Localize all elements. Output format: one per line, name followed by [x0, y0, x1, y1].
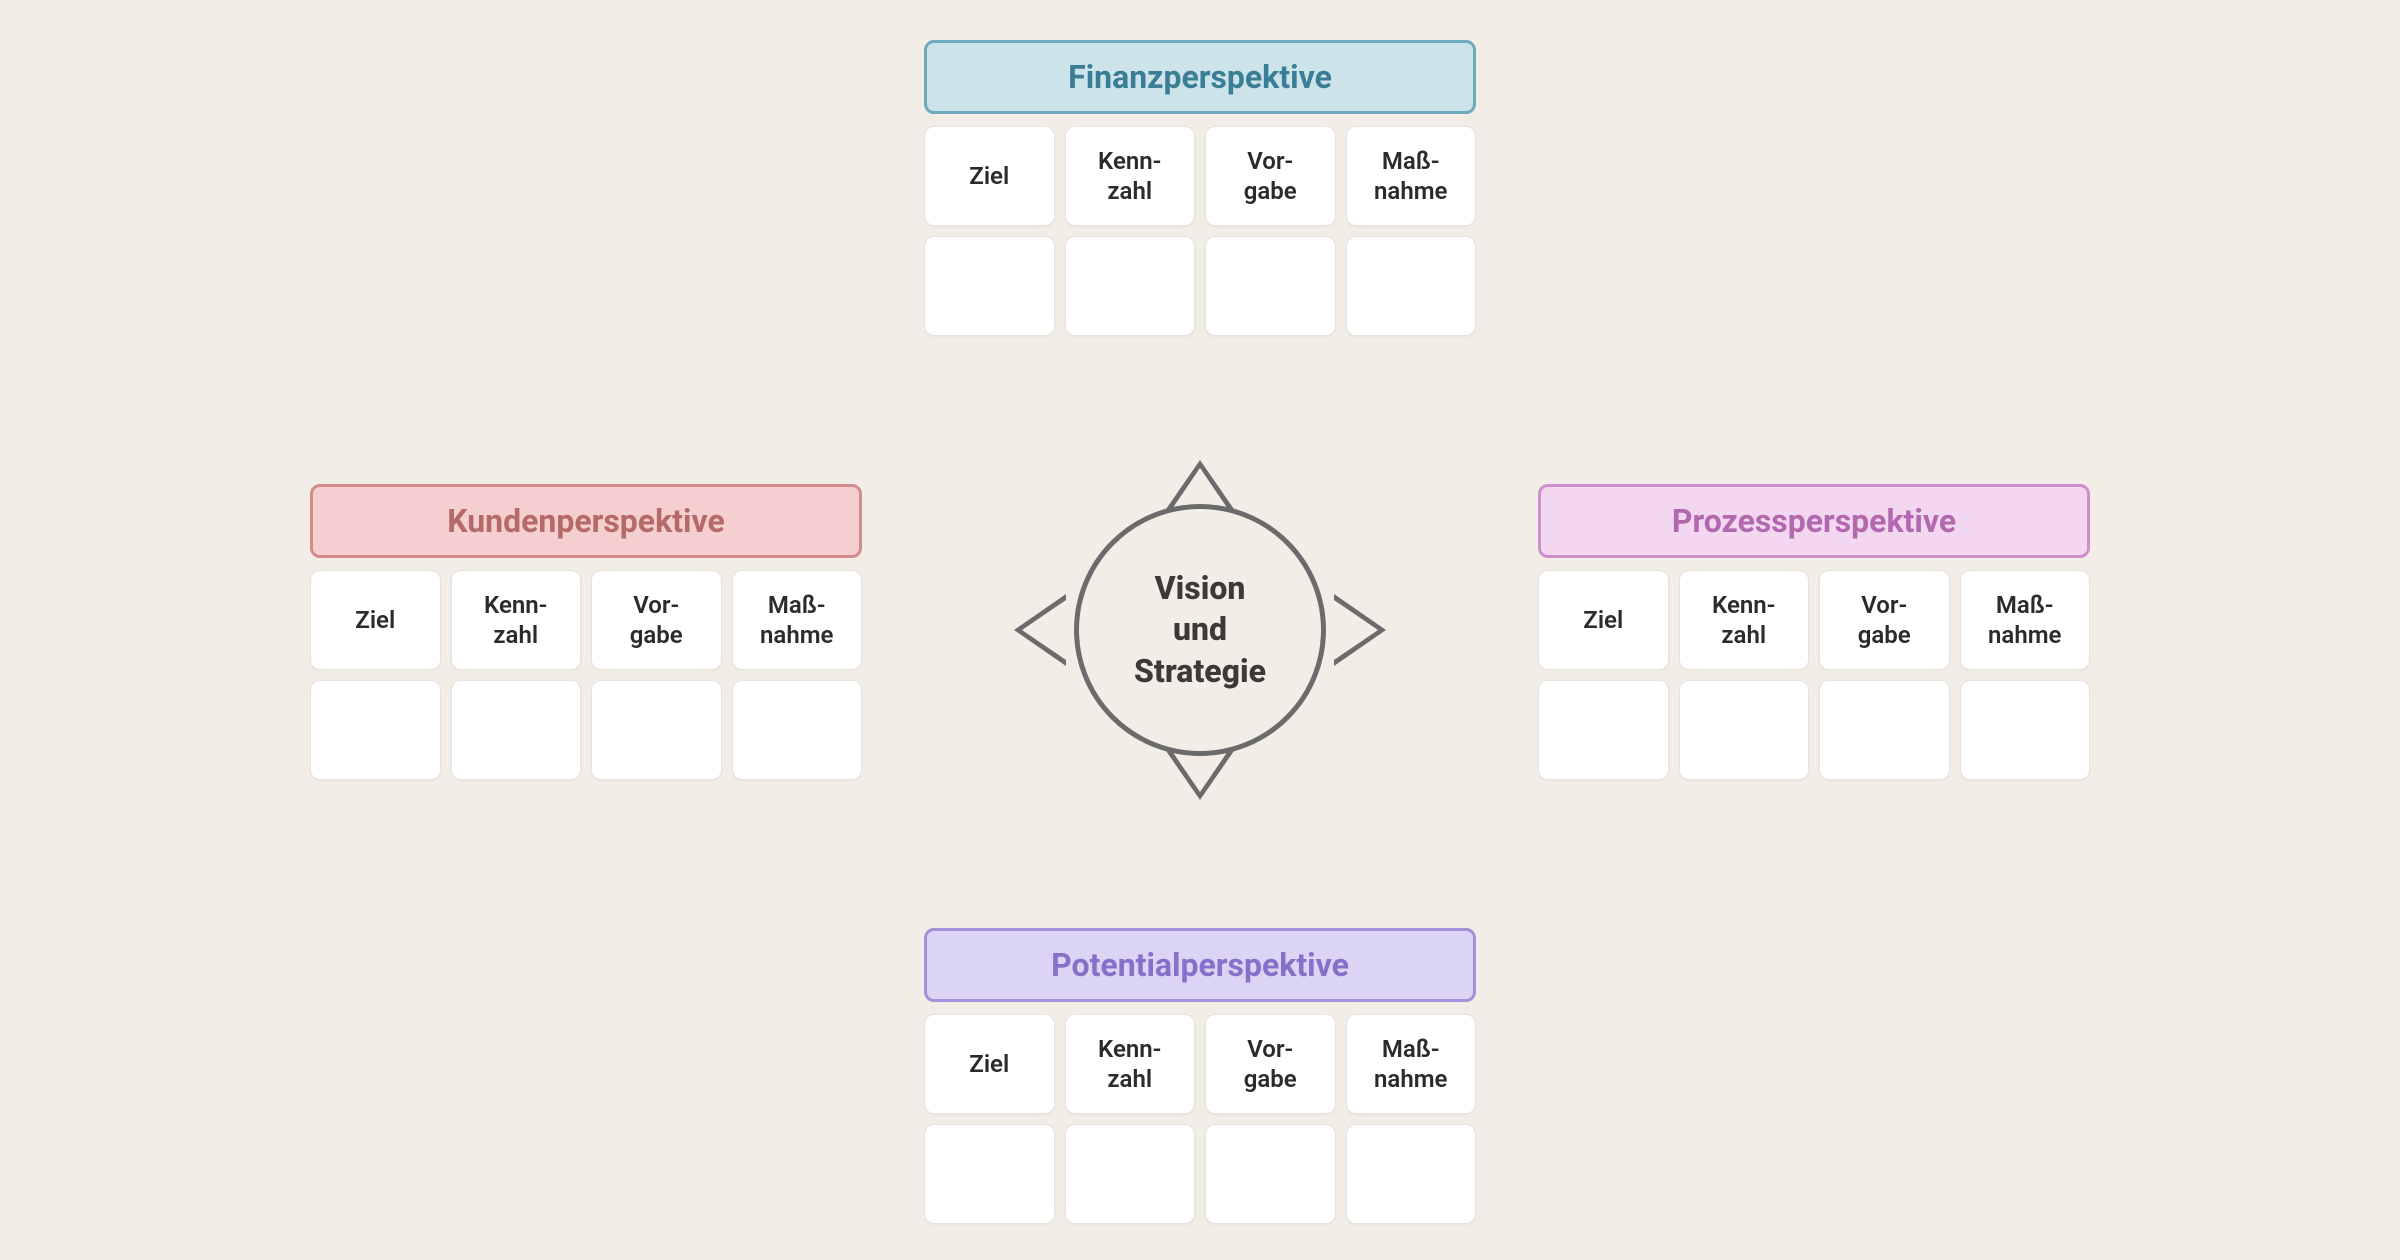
col-header-vorgabe: Vor-gabe: [591, 570, 722, 670]
col-header-vorgabe: Vor-gabe: [1205, 126, 1336, 226]
empty-cell: [591, 680, 722, 780]
empty-cell: [451, 680, 582, 780]
col-header-massnahme: Maß-nahme: [1346, 126, 1477, 226]
perspective-process-title-text: Prozessperspektive: [1672, 502, 1956, 540]
col-header-vorgabe: Vor-gabe: [1205, 1014, 1336, 1114]
perspective-finance: Finanzperspektive Ziel Kenn-zahl Vor-gab…: [924, 40, 1476, 336]
perspective-potential-title-text: Potentialperspektive: [1051, 946, 1349, 984]
center-circle: Vision und Strategie: [1074, 504, 1326, 756]
col-header-ziel: Ziel: [1538, 570, 1669, 670]
col-header-massnahme: Maß-nahme: [1960, 570, 2091, 670]
perspective-potential-grid: Ziel Kenn-zahl Vor-gabe Maß-nahme: [924, 1014, 1476, 1224]
col-header-ziel: Ziel: [924, 126, 1055, 226]
perspective-finance-title: Finanzperspektive: [924, 40, 1476, 114]
perspective-finance-title-text: Finanzperspektive: [1068, 58, 1332, 96]
perspective-finance-grid: Ziel Kenn-zahl Vor-gabe Maß-nahme: [924, 126, 1476, 336]
col-header-kennzahl: Kenn-zahl: [451, 570, 582, 670]
perspective-customer-title: Kundenperspektive: [310, 484, 862, 558]
col-header-massnahme: Maß-nahme: [1346, 1014, 1477, 1114]
empty-cell: [1205, 1124, 1336, 1224]
perspective-process: Prozessperspektive Ziel Kenn-zahl Vor-ga…: [1538, 484, 2090, 780]
arrow-left-icon: [1014, 594, 1066, 666]
empty-cell: [1819, 680, 1950, 780]
empty-cell: [1679, 680, 1810, 780]
col-header-kennzahl: Kenn-zahl: [1065, 1014, 1196, 1114]
perspective-potential-title: Potentialperspektive: [924, 928, 1476, 1002]
empty-cell: [1960, 680, 2091, 780]
col-header-kennzahl: Kenn-zahl: [1065, 126, 1196, 226]
arrow-right-icon: [1334, 594, 1386, 666]
center-label: Vision und Strategie: [1134, 568, 1266, 693]
perspective-process-grid: Ziel Kenn-zahl Vor-gabe Maß-nahme: [1538, 570, 2090, 780]
empty-cell: [1346, 236, 1477, 336]
col-header-ziel: Ziel: [924, 1014, 1055, 1114]
col-header-massnahme: Maß-nahme: [732, 570, 863, 670]
empty-cell: [732, 680, 863, 780]
perspective-potential: Potentialperspektive Ziel Kenn-zahl Vor-…: [924, 928, 1476, 1224]
center-label-line1: Vision: [1155, 569, 1246, 607]
col-header-kennzahl: Kenn-zahl: [1679, 570, 1810, 670]
empty-cell: [1065, 236, 1196, 336]
empty-cell: [1205, 236, 1336, 336]
col-header-ziel: Ziel: [310, 570, 441, 670]
empty-cell: [1346, 1124, 1477, 1224]
empty-cell: [1538, 680, 1669, 780]
center-label-line3: Strategie: [1134, 652, 1266, 690]
empty-cell: [310, 680, 441, 780]
perspective-customer: Kundenperspektive Ziel Kenn-zahl Vor-gab…: [310, 484, 862, 780]
empty-cell: [924, 236, 1055, 336]
perspective-process-title: Prozessperspektive: [1538, 484, 2090, 558]
empty-cell: [924, 1124, 1055, 1224]
center-label-line2: und: [1173, 610, 1227, 648]
empty-cell: [1065, 1124, 1196, 1224]
col-header-vorgabe: Vor-gabe: [1819, 570, 1950, 670]
perspective-customer-title-text: Kundenperspektive: [447, 502, 724, 540]
perspective-customer-grid: Ziel Kenn-zahl Vor-gabe Maß-nahme: [310, 570, 862, 780]
